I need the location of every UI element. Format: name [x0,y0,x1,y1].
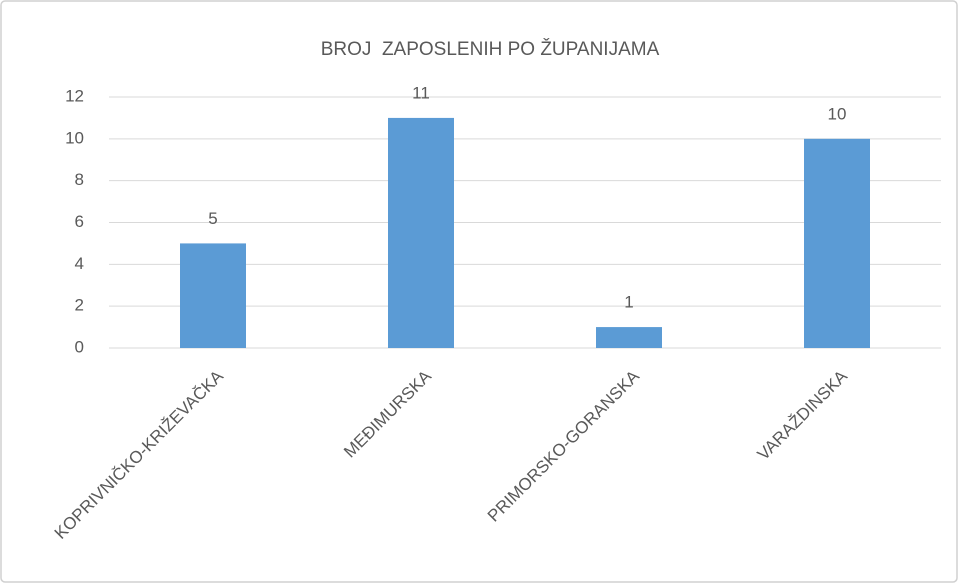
bar [596,327,662,348]
y-tick-label: 6 [75,212,84,231]
y-tick-label: 2 [75,296,84,315]
bar [804,138,870,348]
chart-title: BROJ ZAPOSLENIH PO ŽUPANIJAMA [321,38,660,60]
y-tick-label: 10 [65,128,84,147]
y-tick-label: 0 [75,337,84,356]
y-tick-label: 8 [75,170,84,189]
y-tick-label: 4 [75,254,84,273]
bar [388,117,454,349]
y-tick-label: 12 [65,86,84,105]
bar [180,243,246,348]
data-label: 11 [412,83,430,102]
data-label: 10 [828,104,847,123]
data-label: 1 [624,293,633,312]
data-label: 5 [208,209,217,228]
